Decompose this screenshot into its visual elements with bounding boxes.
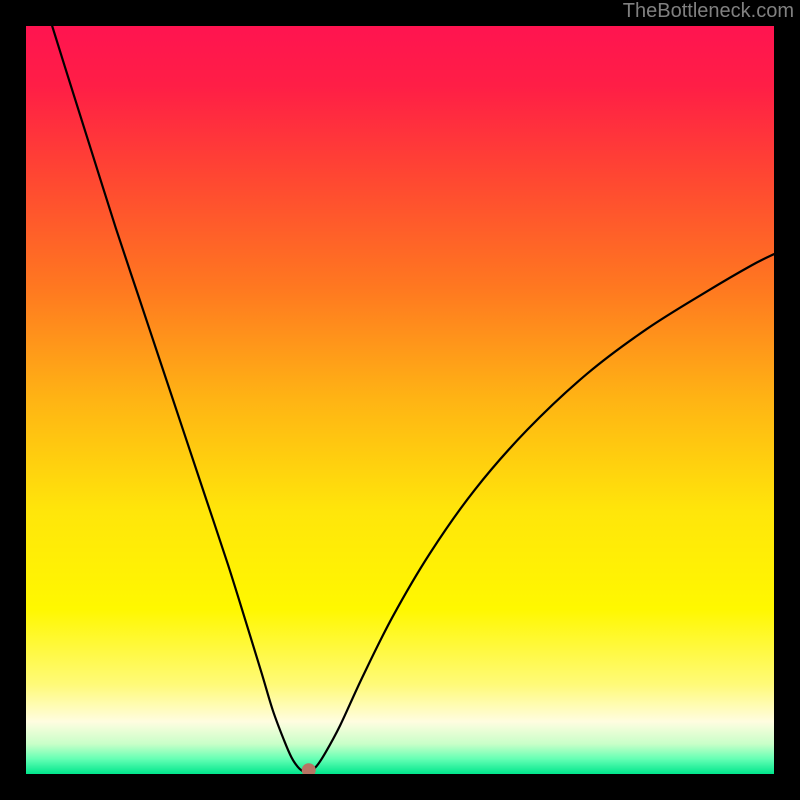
plot-background	[26, 26, 774, 774]
chart-container: TheBottleneck.com	[0, 0, 800, 800]
watermark-text: TheBottleneck.com	[623, 0, 794, 23]
bottleneck-chart	[0, 0, 800, 800]
